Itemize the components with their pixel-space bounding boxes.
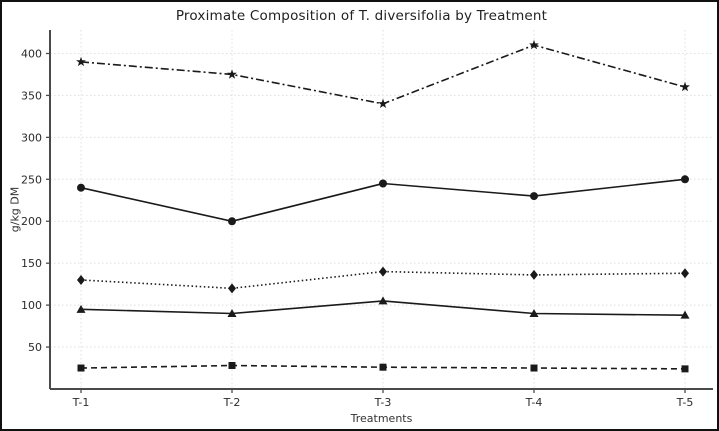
circle-marker bbox=[530, 192, 538, 201]
y-tick-label: 400 bbox=[21, 47, 42, 60]
dotted-diamond-series-line bbox=[80, 270, 686, 290]
star-marker bbox=[227, 69, 237, 79]
diamond-marker bbox=[530, 269, 538, 280]
y-tick-label: 250 bbox=[21, 173, 42, 186]
triangle-marker bbox=[529, 309, 539, 318]
square-marker bbox=[228, 362, 236, 370]
circle-marker bbox=[77, 183, 85, 192]
square-marker bbox=[77, 364, 85, 372]
triangle-marker bbox=[227, 309, 237, 318]
diamond-marker bbox=[379, 266, 387, 277]
y-tick-label: 200 bbox=[21, 215, 42, 228]
chart-title: Proximate Composition of T. diversifolia… bbox=[175, 8, 548, 24]
y-tick-label: 100 bbox=[21, 299, 42, 312]
y-tick-label: 300 bbox=[21, 131, 42, 144]
x-axis-label: Treatments bbox=[350, 412, 413, 425]
y-tick-label: 50 bbox=[28, 341, 42, 354]
circle-marker bbox=[681, 175, 689, 184]
square-marker bbox=[530, 364, 538, 372]
circle-marker bbox=[379, 179, 387, 188]
star-marker bbox=[378, 98, 388, 108]
y-tick-label: 150 bbox=[21, 257, 42, 270]
star-marker bbox=[529, 39, 539, 50]
star-marker bbox=[76, 56, 86, 67]
circle-marker bbox=[228, 217, 236, 226]
x-tick-label: T-5 bbox=[676, 396, 694, 409]
triangle-marker bbox=[378, 296, 388, 305]
triangle-marker bbox=[680, 310, 690, 319]
diamond-marker bbox=[77, 274, 85, 285]
x-tick-label: T-1 bbox=[72, 396, 90, 409]
square-marker bbox=[681, 365, 689, 373]
x-tick-label: T-4 bbox=[525, 396, 543, 409]
x-tick-label: T-2 bbox=[223, 396, 241, 409]
y-tick-label: 350 bbox=[21, 89, 42, 102]
diamond-marker bbox=[681, 268, 689, 279]
diamond-marker bbox=[228, 283, 236, 294]
triangle-marker bbox=[76, 304, 86, 313]
star-marker bbox=[680, 81, 690, 92]
square-marker bbox=[379, 363, 387, 371]
x-tick-label: T-3 bbox=[374, 396, 392, 409]
